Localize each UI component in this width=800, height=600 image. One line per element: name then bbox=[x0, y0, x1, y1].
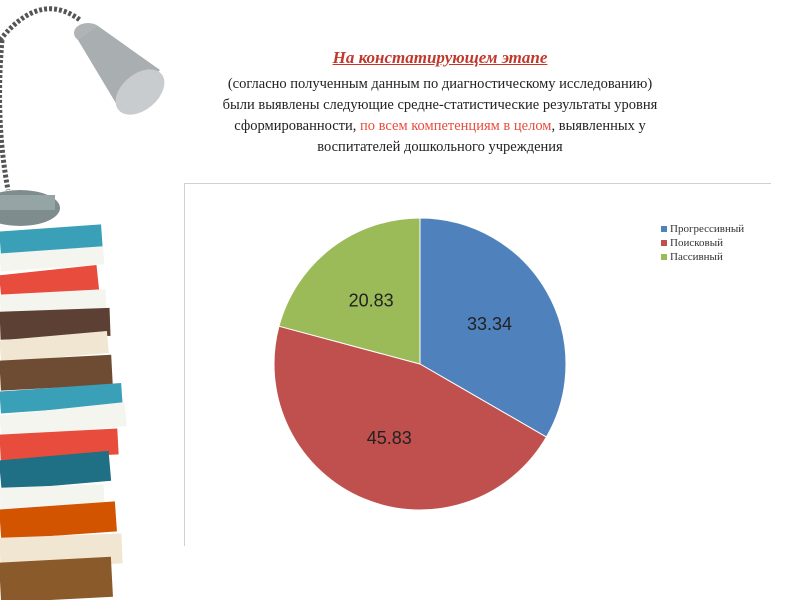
description-line-3: сформированности, по всем компетенциям в… bbox=[180, 116, 700, 137]
description-line-1: (согласно полученным данным по диагности… bbox=[227, 76, 653, 92]
description-line-3-end: , выявленных у bbox=[551, 118, 646, 134]
description-highlight: по всем компетенциям в целом bbox=[360, 118, 552, 134]
legend-label-3: Пассивный bbox=[670, 251, 723, 263]
slide-title: На констатирующем этапе bbox=[332, 48, 548, 67]
legend-swatch-2 bbox=[661, 240, 667, 246]
book-stack-icon bbox=[0, 224, 128, 600]
legend-item-1: Прогрессивный bbox=[661, 222, 744, 236]
chart-frame bbox=[184, 183, 771, 546]
description-line-2: были выявлены следующие средне-статистич… bbox=[222, 97, 658, 113]
chart-legend: Прогрессивный Поисковый Пассивный bbox=[661, 222, 744, 264]
legend-label-2: Поисковый bbox=[670, 237, 723, 249]
legend-item-2: Поисковый bbox=[661, 236, 744, 250]
legend-label-1: Прогрессивный bbox=[670, 223, 745, 235]
legend-swatch-3 bbox=[661, 254, 667, 260]
lamp-shade-icon bbox=[74, 23, 165, 115]
description-line-4: воспитателей дошкольного учреждения bbox=[317, 139, 563, 155]
legend-item-3: Пассивный bbox=[661, 250, 744, 264]
description-line-3-start: сформированности, bbox=[234, 118, 357, 134]
slide-heading: На констатирующем этапе (согласно получе… bbox=[180, 48, 700, 158]
legend-swatch-1 bbox=[661, 226, 667, 232]
